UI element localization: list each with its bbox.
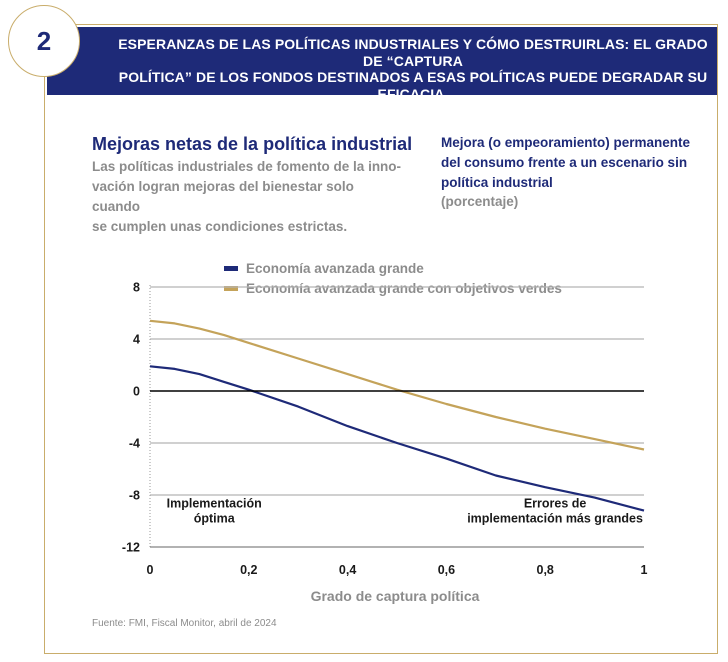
chart-annotation: implementación más grandes bbox=[467, 512, 643, 526]
chart-title: Mejora (o empeoramiento) permanente del … bbox=[441, 133, 721, 193]
y-tick-label: -8 bbox=[129, 489, 140, 503]
source-note: Fuente: FMI, Fiscal Monitor, abril de 20… bbox=[92, 618, 277, 629]
chart-annotation: Errores de bbox=[524, 497, 587, 511]
panel-title: Mejoras netas de la política industrial bbox=[92, 134, 413, 154]
x-tick-label: 0,6 bbox=[438, 563, 455, 577]
chart-title-line: del consumo frente a un escenario sin bbox=[441, 155, 688, 170]
y-tick-label: -4 bbox=[129, 437, 140, 451]
series-line-2 bbox=[149, 319, 645, 451]
figure-banner: ESPERANZAS DE LAS POLÍTICAS INDUSTRIALES… bbox=[47, 27, 717, 118]
banner-title: ESPERANZAS DE LAS POLÍTICAS INDUSTRIALES… bbox=[115, 36, 711, 119]
desc-line: se cumplen unas condiciones estrictas. bbox=[92, 219, 348, 234]
y-tick-label: 8 bbox=[133, 281, 140, 295]
figure-number-badge: 2 bbox=[8, 5, 80, 77]
banner-line: POLÍTICA” DE LOS FONDOS DESTINADOS A ESA… bbox=[118, 69, 708, 102]
series-line-1 bbox=[149, 365, 645, 512]
y-tick-label: 4 bbox=[133, 333, 140, 347]
x-tick-label: 0,8 bbox=[537, 563, 554, 577]
banner-line: CONVIRTIÉNDOLA EN UN MECANISMO MÁS DE “F… bbox=[151, 102, 675, 118]
panel-description: Las políticas industriales de fomento de… bbox=[92, 157, 402, 237]
x-axis-title: Grado de captura política bbox=[311, 588, 480, 604]
chart-legend: Economía avanzada grande Economía avanza… bbox=[224, 258, 562, 298]
x-tick-label: 0 bbox=[147, 563, 154, 577]
legend-item: Economía avanzada grande bbox=[224, 258, 562, 278]
x-tick-label: 0,2 bbox=[240, 563, 257, 577]
chart-unit: (porcentaje) bbox=[441, 194, 519, 209]
x-tick-label: 1 bbox=[641, 563, 648, 577]
chart-title-line: política industrial bbox=[441, 175, 553, 190]
chart-annotation: Implementación bbox=[167, 497, 262, 511]
chart-annotation: óptima bbox=[194, 512, 236, 526]
desc-line: vación logran mejoras del bienestar solo… bbox=[92, 179, 354, 214]
legend-swatch-series2 bbox=[224, 285, 238, 291]
legend-swatch-series1 bbox=[224, 265, 238, 271]
y-tick-label: -12 bbox=[122, 541, 140, 555]
legend-item: Economía avanzada grande con objetivos v… bbox=[224, 278, 562, 298]
banner-line: ESPERANZAS DE LAS POLÍTICAS INDUSTRIALES… bbox=[118, 36, 708, 69]
chart-title-line: Mejora (o empeoramiento) permanente bbox=[441, 135, 691, 150]
y-tick-label: 0 bbox=[133, 385, 140, 399]
legend-label: Economía avanzada grande con objetivos v… bbox=[246, 280, 562, 296]
desc-line: Las políticas industriales de fomento de… bbox=[92, 159, 402, 174]
legend-label: Economía avanzada grande bbox=[246, 260, 424, 276]
x-tick-label: 0,4 bbox=[339, 563, 356, 577]
